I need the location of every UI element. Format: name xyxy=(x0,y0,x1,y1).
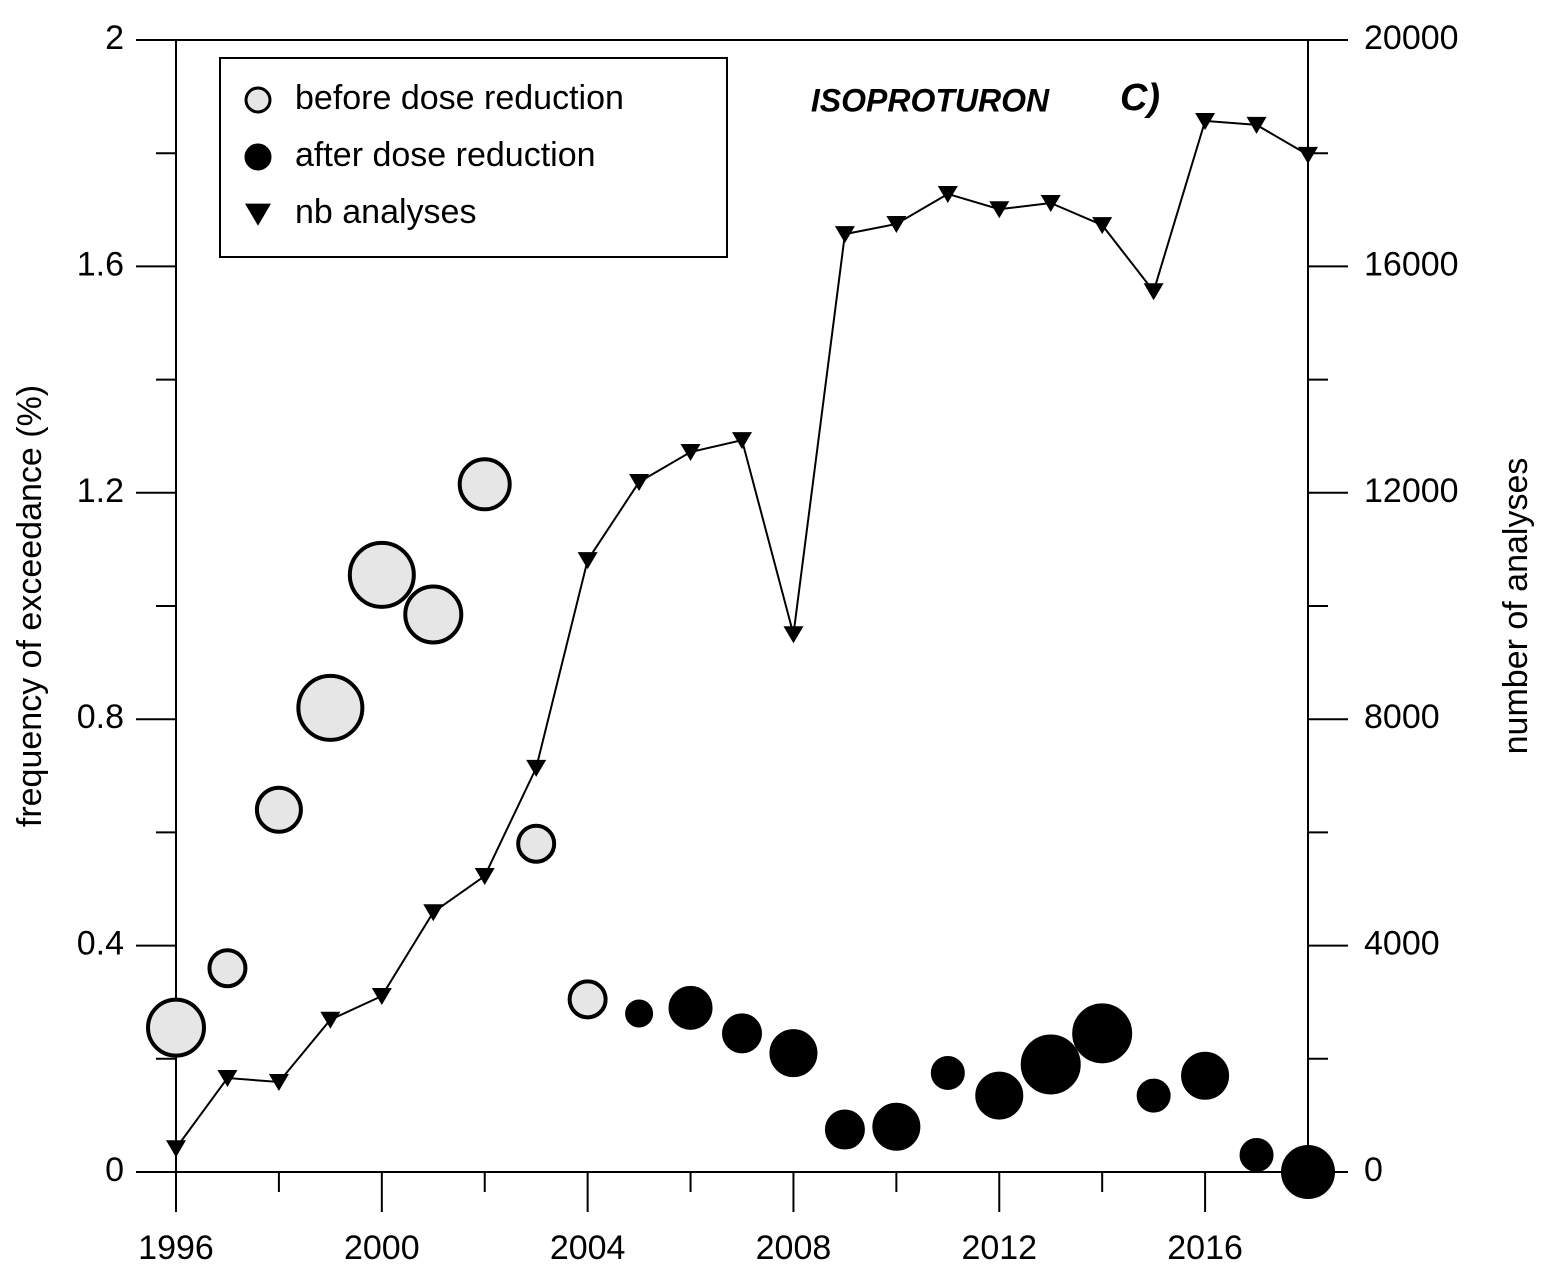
triangle-marker xyxy=(629,474,650,492)
y2-tick-label: 0 xyxy=(1364,1151,1383,1189)
bubble xyxy=(1181,1051,1230,1100)
bubble xyxy=(403,584,464,645)
triangle-marker xyxy=(371,987,392,1005)
triangle-marker xyxy=(423,904,444,922)
bubble xyxy=(872,1102,921,1151)
bubble xyxy=(457,457,512,512)
legend-label: nb analyses xyxy=(295,193,476,231)
bubble xyxy=(347,540,416,609)
y2-tick-label: 20000 xyxy=(1364,19,1459,57)
triangle-marker xyxy=(166,1140,186,1158)
triangle-marker xyxy=(320,1011,341,1029)
y-tick-label: 0.8 xyxy=(77,698,124,736)
triangle-marker xyxy=(474,867,495,885)
triangle-marker xyxy=(937,185,958,203)
triangle-marker xyxy=(732,432,752,450)
series-line xyxy=(175,119,1309,1149)
bubble xyxy=(1020,1034,1081,1095)
bubble xyxy=(146,997,206,1058)
triangle-marker xyxy=(1246,116,1267,134)
legend-label: before dose reduction xyxy=(295,79,624,117)
bubble xyxy=(1136,1078,1171,1113)
y-tick-label: 1.2 xyxy=(77,472,124,510)
triangle-marker xyxy=(268,1074,289,1092)
bubble xyxy=(930,1055,965,1090)
triangle-marker xyxy=(834,226,855,244)
bubble xyxy=(516,823,557,864)
triangle-marker xyxy=(886,215,907,233)
bubble xyxy=(975,1071,1024,1120)
y-tick-label: 2 xyxy=(105,19,124,57)
legend-marker xyxy=(244,86,272,114)
bubble xyxy=(1072,1003,1133,1064)
triangle-marker xyxy=(1040,195,1061,213)
bubble xyxy=(567,979,608,1020)
bubble xyxy=(207,948,248,989)
y2-tick-label: 16000 xyxy=(1364,245,1459,283)
legend-marker xyxy=(245,203,271,226)
triangle-marker xyxy=(1092,217,1113,235)
y2-tick-label: 4000 xyxy=(1364,925,1440,963)
legend-marker xyxy=(244,143,272,171)
legend-box xyxy=(219,57,728,258)
y2-tick-label: 12000 xyxy=(1364,472,1459,510)
bubble xyxy=(296,673,365,742)
x-tick-label: 2000 xyxy=(344,1229,420,1267)
bubble xyxy=(1281,1145,1335,1199)
x-tick-label: 2012 xyxy=(961,1229,1037,1267)
triangle-marker xyxy=(217,1070,238,1088)
y-tick-label: 0.4 xyxy=(77,925,124,963)
panel-label: C) xyxy=(1120,77,1160,119)
triangle-marker xyxy=(783,626,804,644)
y-tick-label: 0 xyxy=(105,1151,124,1189)
y-axis-label: frequency of exceedance (%) xyxy=(11,385,49,827)
triangle-marker xyxy=(1143,283,1164,301)
triangle-marker xyxy=(577,552,598,570)
triangle-marker xyxy=(1298,146,1318,164)
legend-label: after dose reduction xyxy=(295,136,596,174)
bubble xyxy=(668,985,713,1030)
x-tick-label: 2004 xyxy=(550,1229,626,1267)
triangle-marker xyxy=(680,444,701,462)
x-tick-label: 2008 xyxy=(756,1229,832,1267)
y-tick-label: 1.6 xyxy=(77,245,124,283)
y2-axis-label: number of analyses xyxy=(1497,458,1535,755)
y2-tick-label: 8000 xyxy=(1364,698,1440,736)
x-tick-label: 1996 xyxy=(138,1229,214,1267)
triangle-marker xyxy=(1195,112,1216,130)
triangle-marker xyxy=(989,201,1010,219)
x-tick-label: 2016 xyxy=(1167,1229,1243,1267)
chart-title: ISOPROTURON xyxy=(811,82,1050,118)
bubble xyxy=(769,1029,818,1078)
bubble xyxy=(824,1109,865,1150)
bubble xyxy=(625,999,654,1028)
triangle-marker xyxy=(526,759,547,777)
bubble xyxy=(1239,1138,1274,1173)
bubble xyxy=(722,1013,762,1054)
bubble xyxy=(254,785,303,834)
